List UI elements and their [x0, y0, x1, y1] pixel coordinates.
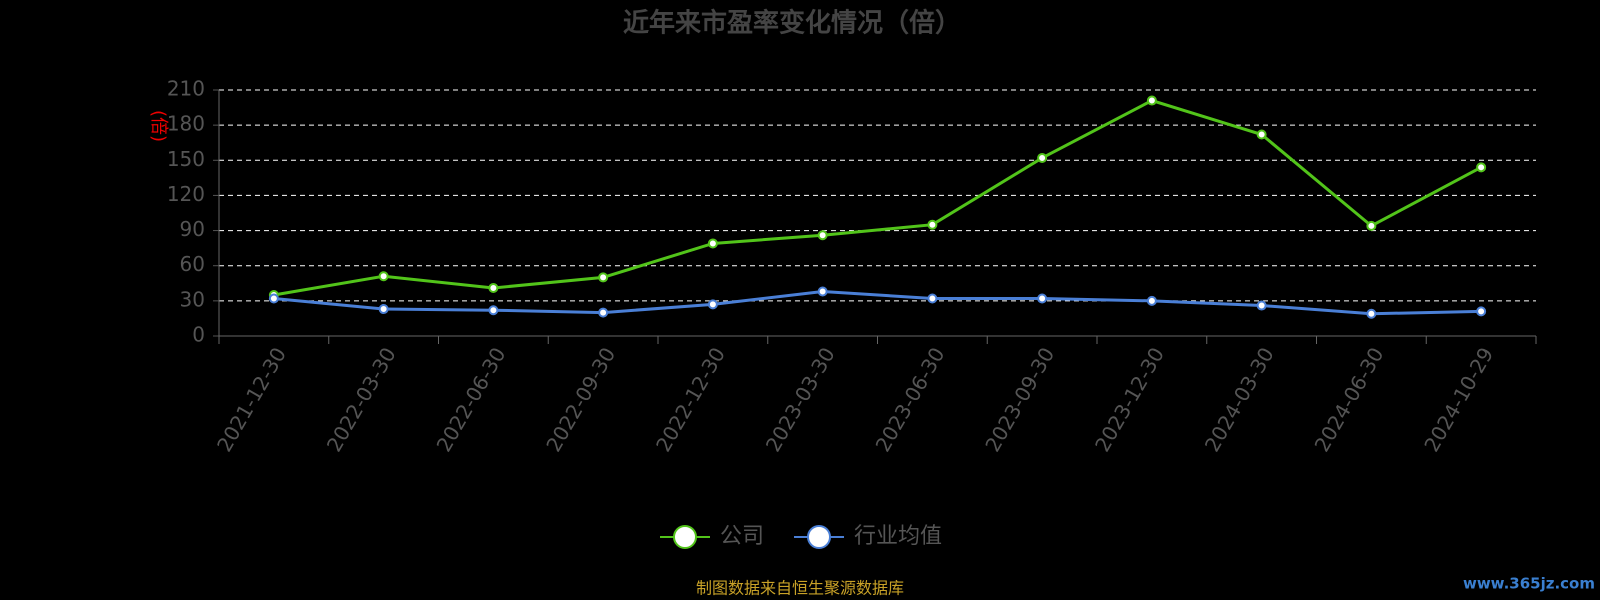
data-point: [817, 286, 828, 297]
data-point: [598, 307, 609, 318]
y-tick-label: 210: [167, 77, 205, 101]
data-point: [598, 272, 609, 283]
data-point: [1037, 293, 1048, 304]
data-point: [378, 271, 389, 282]
data-point: [378, 304, 389, 315]
data-point: [1366, 220, 1377, 231]
data-point: [1256, 129, 1267, 140]
y-tick-label: 30: [180, 287, 205, 311]
data-point: [1146, 295, 1157, 306]
series-line: [273, 289, 1482, 316]
y-axis-label: (倍): [148, 110, 169, 142]
y-tick-label: 120: [167, 182, 205, 206]
data-point: [927, 293, 938, 304]
chart-title: 近年来市盈率变化情况（倍）: [623, 8, 961, 39]
data-point: [707, 299, 718, 310]
legend-marker: [673, 525, 697, 549]
y-tick-label: 90: [180, 217, 205, 241]
source-note: 制图数据来自恒生聚源数据库: [696, 579, 904, 598]
watermark: www.365jz.com: [1463, 575, 1595, 593]
data-point: [817, 230, 828, 241]
data-point: [1366, 308, 1377, 319]
data-point: [707, 238, 718, 249]
y-tick-label: 180: [167, 112, 205, 136]
data-point: [1256, 300, 1267, 311]
data-point: [488, 282, 499, 293]
data-point: [927, 219, 938, 230]
y-tick-label: 150: [167, 147, 205, 171]
y-tick-label: 0: [192, 323, 205, 347]
data-point: [1146, 95, 1157, 106]
data-point: [1037, 152, 1048, 163]
data-point: [1476, 306, 1487, 317]
legend-marker: [807, 525, 832, 549]
data-point: [1476, 162, 1487, 173]
data-point: [268, 293, 279, 304]
y-tick-label: 60: [180, 252, 205, 276]
legend-label: 公司: [720, 524, 764, 549]
data-point: [488, 305, 499, 316]
series-line: [273, 98, 1482, 297]
legend-label: 行业均值: [854, 524, 942, 549]
